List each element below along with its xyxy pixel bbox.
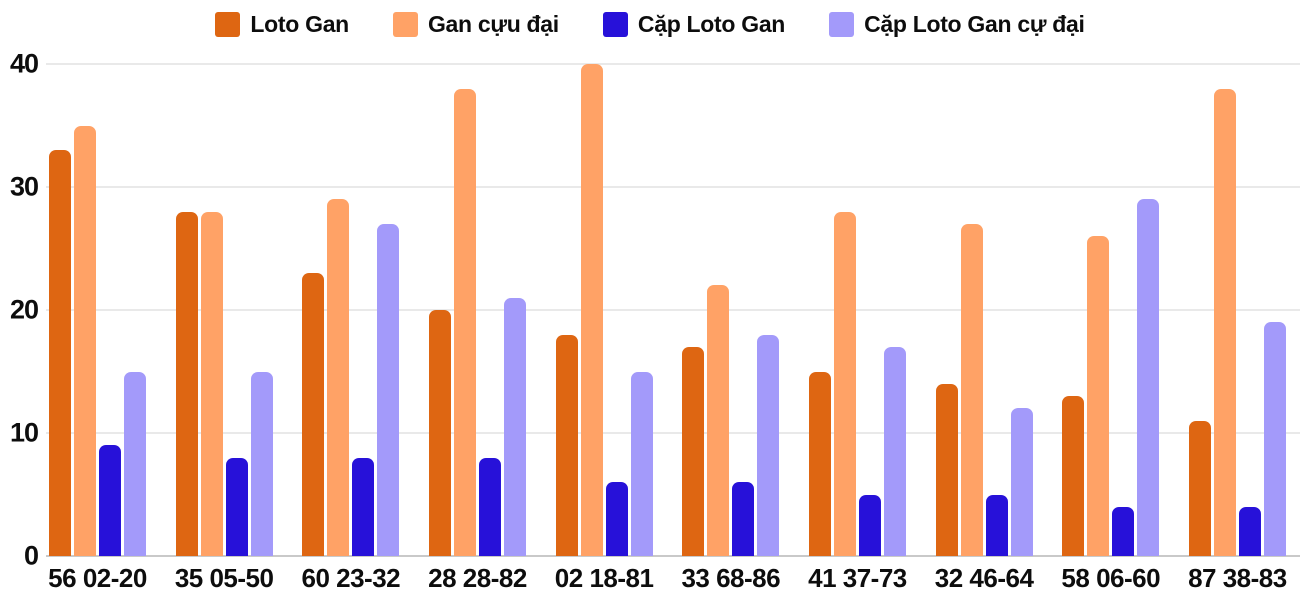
- bar-c-p-loto-gan-9[interactable]: [1238, 506, 1261, 556]
- bar-loto-gan-5[interactable]: [682, 346, 705, 556]
- bar-group-9: 87 38-83: [1188, 64, 1287, 591]
- bar-gan-c-u-i-3[interactable]: [453, 88, 476, 556]
- legend-swatch-icon: [602, 11, 628, 37]
- bar-loto-gan-8[interactable]: [1062, 396, 1085, 556]
- bar-c-p-loto-gan-5[interactable]: [732, 482, 755, 556]
- x-axis-category-label: 33 68-86: [681, 563, 781, 593]
- bar-loto-gan-9[interactable]: [1188, 420, 1211, 556]
- chart-legend: Loto Gan Gan cựu đại Cặp Loto Gan Cặp Loto …: [0, 8, 1300, 40]
- bar-gan-c-u-i-5[interactable]: [707, 285, 730, 556]
- x-axis-category-label: 87 38-83: [1188, 563, 1287, 593]
- legend-item-series-1[interactable]: Gan cựu đại: [392, 10, 559, 38]
- gridline: [46, 309, 1300, 311]
- bar-loto-gan-1[interactable]: [175, 211, 198, 556]
- bar-c-p-loto-gan-c-i-8[interactable]: [1137, 199, 1160, 556]
- legend-swatch-icon: [215, 11, 241, 37]
- bar-c-p-loto-gan-c-i-6[interactable]: [883, 346, 906, 556]
- x-axis-category-label: 58 06-60: [1061, 563, 1161, 593]
- bar-group-4: 02 18-81: [555, 64, 654, 591]
- legend-label: Cặp Loto Gan: [637, 10, 786, 37]
- x-axis-category-label: 28 28-82: [428, 563, 527, 593]
- bar-c-p-loto-gan-c-i-9[interactable]: [1263, 322, 1286, 556]
- bar-c-p-loto-gan-4[interactable]: [605, 482, 628, 556]
- bar-group-0: 56 02-20: [48, 64, 147, 591]
- x-axis-category-label: 35 05-50: [174, 563, 274, 593]
- bar-c-p-loto-gan-8[interactable]: [1112, 506, 1135, 556]
- legend-label: Cặp Loto Gan cự đại: [864, 10, 1085, 37]
- bar-loto-gan-6[interactable]: [808, 371, 831, 556]
- y-axis-tick-label: 10: [9, 417, 39, 448]
- plot-area: 0 10 20 30 40 56 02-20 35 05-50 60 23-32 28 28-8…: [10, 50, 1300, 591]
- bar-group-3: 28 28-82: [428, 64, 527, 591]
- y-axis-tick-label: 20: [9, 294, 39, 325]
- bar-c-p-loto-gan-1[interactable]: [225, 457, 248, 556]
- bar-loto-gan-3[interactable]: [428, 310, 451, 556]
- bar-c-p-loto-gan-0[interactable]: [99, 445, 121, 556]
- bar-group-6: 41 37-73: [808, 64, 907, 591]
- legend-label: Loto Gan: [250, 10, 349, 37]
- y-axis-tick-label: 30: [9, 171, 39, 202]
- bar-c-p-loto-gan-c-i-2[interactable]: [377, 223, 400, 556]
- legend-item-series-3[interactable]: Cặp Loto Gan cự đại: [829, 11, 1085, 38]
- bar-c-p-loto-gan-3[interactable]: [478, 457, 501, 556]
- bar-gan-c-u-i-1[interactable]: [200, 211, 223, 556]
- bar-loto-gan-0[interactable]: [49, 150, 71, 556]
- x-axis-line: [46, 555, 1300, 557]
- bar-gan-c-u-i-0[interactable]: [74, 125, 96, 556]
- bar-gan-c-u-i-2[interactable]: [327, 199, 350, 556]
- bar-c-p-loto-gan-c-i-0[interactable]: [124, 371, 146, 556]
- x-axis-category-label: 32 46-64: [934, 563, 1034, 593]
- gridline: [46, 63, 1300, 65]
- bar-c-p-loto-gan-2[interactable]: [352, 457, 375, 556]
- x-axis-category-label: 60 23-32: [301, 563, 401, 593]
- x-axis-category-label: 41 37-73: [808, 563, 907, 593]
- bar-loto-gan-2[interactable]: [302, 273, 325, 556]
- legend-swatch-icon: [829, 11, 855, 37]
- legend-item-series-2[interactable]: Cặp Loto Gan: [602, 10, 786, 38]
- x-axis-category-label: 02 18-81: [554, 563, 654, 593]
- legend-item-series-0[interactable]: Loto Gan: [215, 11, 349, 38]
- bar-group-2: 60 23-32: [301, 64, 401, 591]
- bar-loto-gan-4[interactable]: [555, 334, 578, 556]
- legend-swatch-icon: [392, 11, 418, 37]
- bar-gan-c-u-i-7[interactable]: [960, 223, 983, 556]
- bar-c-p-loto-gan-c-i-3[interactable]: [503, 297, 526, 556]
- y-axis-tick-label: 0: [23, 540, 39, 571]
- bar-c-p-loto-gan-c-i-1[interactable]: [250, 371, 273, 556]
- bar-groups: 56 02-20 35 05-50 60 23-32 28 28-82 02 18-81…: [48, 64, 1287, 591]
- bar-group-7: 32 46-64: [935, 64, 1034, 591]
- bar-c-p-loto-gan-c-i-7[interactable]: [1010, 408, 1033, 556]
- x-axis-category-label: 56 02-20: [48, 563, 147, 593]
- bar-group-5: 33 68-86: [681, 64, 781, 591]
- legend-label: Gan cựu đại: [427, 10, 559, 37]
- gridline: [46, 186, 1300, 188]
- bar-group-1: 35 05-50: [175, 64, 274, 591]
- y-axis-tick-label: 40: [9, 48, 39, 79]
- bar-group-8: 58 06-60: [1061, 64, 1161, 591]
- bar-gan-c-u-i-8[interactable]: [1087, 236, 1110, 556]
- bar-gan-c-u-i-6[interactable]: [833, 211, 856, 556]
- gridline: [46, 432, 1300, 434]
- bar-c-p-loto-gan-6[interactable]: [858, 494, 881, 556]
- bar-loto-gan-7[interactable]: [935, 383, 958, 556]
- bar-gan-c-u-i-9[interactable]: [1213, 88, 1236, 556]
- bar-c-p-loto-gan-c-i-4[interactable]: [630, 371, 653, 556]
- bar-gan-c-u-i-4[interactable]: [580, 64, 603, 556]
- bar-c-p-loto-gan-7[interactable]: [985, 494, 1008, 556]
- bar-c-p-loto-gan-c-i-5[interactable]: [757, 334, 780, 556]
